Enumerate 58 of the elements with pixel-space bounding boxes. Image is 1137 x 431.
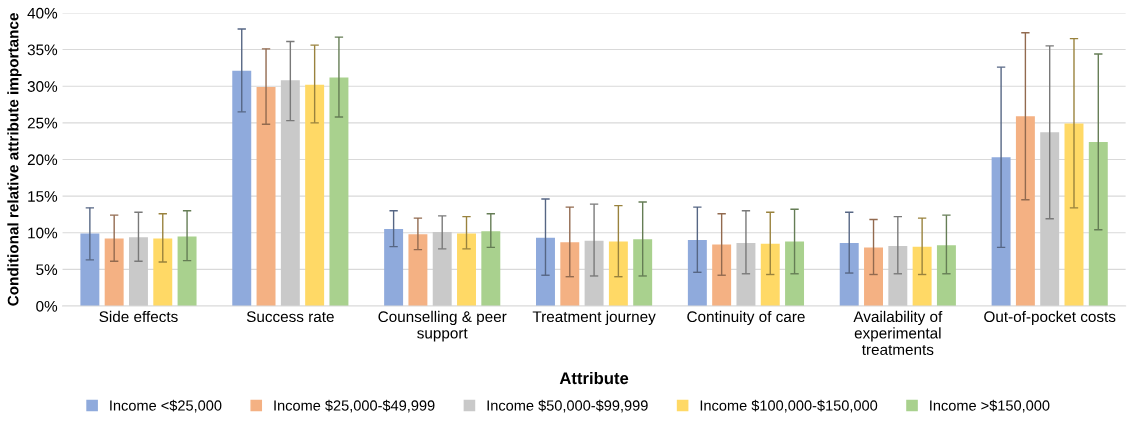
legend-label: Income <$25,000 bbox=[110, 399, 222, 413]
bar bbox=[280, 80, 300, 307]
y-tick-label: 35% bbox=[27, 44, 58, 56]
bar bbox=[432, 232, 452, 307]
bar bbox=[864, 247, 883, 307]
bar bbox=[232, 70, 252, 307]
x-tick-label: Side effects bbox=[99, 310, 178, 323]
y-tick-label: 20% bbox=[27, 154, 58, 166]
bar bbox=[760, 243, 780, 307]
bar bbox=[153, 238, 173, 307]
x-tick-label: Out-of-pocket costs bbox=[984, 310, 1116, 326]
y-tick-label: 25% bbox=[27, 117, 58, 129]
x-tick-label: Availability of experimental treatments bbox=[853, 310, 943, 356]
bar bbox=[1064, 123, 1084, 307]
x-tick-label: Success rate bbox=[246, 311, 334, 323]
bar bbox=[991, 157, 1011, 307]
x-tick-label: Treatment journey bbox=[532, 310, 656, 326]
bar bbox=[584, 240, 604, 307]
bar bbox=[936, 245, 956, 307]
bar bbox=[457, 233, 476, 307]
bar bbox=[481, 231, 501, 307]
bar bbox=[128, 237, 148, 307]
bar bbox=[608, 241, 628, 307]
legend-label: Income $50,000-$99,999 bbox=[487, 399, 648, 413]
bar bbox=[1015, 116, 1035, 307]
bar bbox=[384, 229, 404, 307]
bar bbox=[560, 242, 580, 307]
bar bbox=[785, 241, 805, 307]
x-tick-label: Counselling & peer support bbox=[378, 310, 507, 342]
legend-label: Income >$150,000 bbox=[930, 399, 1050, 413]
y-tick-label: 0% bbox=[36, 300, 58, 312]
y-tick-label: 15% bbox=[28, 191, 58, 202]
bar bbox=[736, 243, 756, 307]
x-axis-title: Attribute bbox=[559, 371, 629, 385]
legend-label: Income $100,000-$150,000 bbox=[700, 399, 878, 413]
bar bbox=[536, 237, 555, 307]
bar bbox=[687, 240, 707, 307]
bar bbox=[888, 245, 908, 307]
y-tick-label: 5% bbox=[36, 264, 58, 276]
bar bbox=[408, 234, 428, 307]
y-tick-label: 10% bbox=[28, 227, 58, 239]
y-tick-label: 40% bbox=[27, 7, 58, 19]
bar bbox=[305, 84, 325, 307]
x-tick-label: Continuity of care bbox=[687, 310, 805, 326]
y-axis-title: Conditional relative attribute importance bbox=[7, 13, 22, 306]
legend-label: Income $25,000-$49,999 bbox=[274, 399, 435, 413]
bar bbox=[633, 239, 653, 307]
bar bbox=[712, 244, 732, 307]
bar bbox=[256, 86, 276, 307]
bar bbox=[912, 246, 932, 307]
bar bbox=[177, 236, 197, 307]
bar bbox=[1040, 132, 1060, 307]
bar bbox=[839, 243, 859, 307]
bar bbox=[80, 233, 100, 307]
bar bbox=[329, 77, 349, 307]
bar bbox=[104, 238, 124, 307]
bar bbox=[1088, 141, 1108, 307]
y-tick-label: 30% bbox=[27, 81, 58, 92]
